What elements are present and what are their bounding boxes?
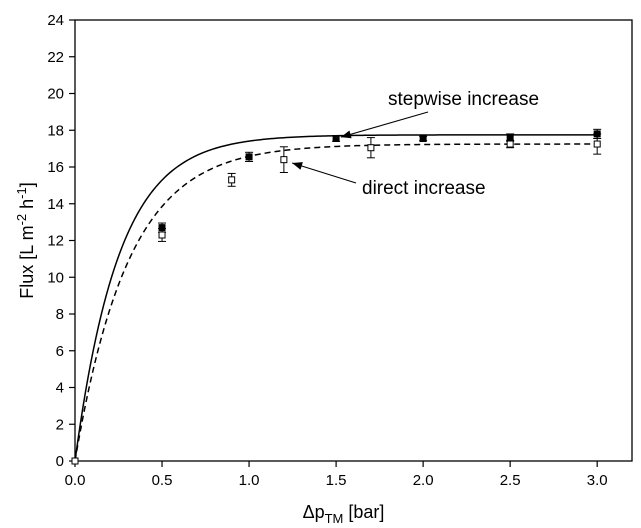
fit-curves xyxy=(74,134,598,462)
stepwise-data-point xyxy=(419,135,427,143)
y-tick-label: 8 xyxy=(56,306,64,323)
x-axis-title-unit: [bar] xyxy=(343,502,384,522)
x-axis-title-main: Δp xyxy=(303,502,325,522)
y-axis-title-pre: Flux [L m xyxy=(17,225,37,298)
y-tick-label: 6 xyxy=(56,343,64,360)
direct-data-point xyxy=(280,156,288,164)
y-tick-label: 10 xyxy=(47,269,64,286)
annotation-arrow-line xyxy=(340,111,429,138)
direct-fit-line xyxy=(74,143,598,462)
y-tick-label: 0 xyxy=(56,453,64,470)
direct-annotation-label: direct increase xyxy=(362,178,486,199)
direct-data-point xyxy=(367,144,375,152)
x-axis-title-sub: TM xyxy=(325,511,344,526)
y-axis-title-sup2: -1 xyxy=(14,187,29,199)
x-tick-label: 0.5 xyxy=(152,472,173,489)
stepwise-fit-line xyxy=(74,134,598,462)
y-tick-label: 2 xyxy=(56,416,64,433)
x-tick-label: 1.5 xyxy=(326,472,347,489)
direct-data-point xyxy=(158,231,166,239)
y-axis-title: Flux [L m-2 h-1] xyxy=(14,182,37,299)
y-axis-title-sup1: -2 xyxy=(14,214,29,226)
x-tick-label: 3.0 xyxy=(587,472,608,489)
y-tick-label: 4 xyxy=(56,380,64,397)
x-axis-title: ΔpTM [bar] xyxy=(303,502,385,526)
y-axis-title-mid: h xyxy=(17,199,37,214)
direct-data-point xyxy=(506,140,514,148)
annotations: stepwise increase direct increase xyxy=(291,89,539,199)
y-tick-label: 14 xyxy=(47,196,64,213)
y-axis-title-post: ] xyxy=(17,182,37,187)
y-tick-label: 18 xyxy=(47,122,64,139)
chart-axes xyxy=(74,19,633,462)
plot-frame xyxy=(74,19,633,462)
direct-data-point xyxy=(71,457,79,465)
x-tick-label: 1.0 xyxy=(239,472,260,489)
x-axis-ticks: 0.0 0.5 1.0 1.5 2.0 2.5 3.0 xyxy=(65,461,608,489)
x-tick-label: 0.0 xyxy=(65,472,86,489)
annotation-arrow-line xyxy=(291,162,357,184)
y-tick-label: 24 xyxy=(47,12,64,29)
x-tick-label: 2.5 xyxy=(500,472,521,489)
y-tick-label: 16 xyxy=(47,159,64,176)
direct-data-point xyxy=(228,176,236,184)
annotation-arrow-head xyxy=(340,130,352,139)
direct-data-point xyxy=(593,140,601,148)
y-tick-label: 20 xyxy=(47,86,64,103)
x-tick-label: 2.0 xyxy=(413,472,434,489)
stepwise-data-point xyxy=(506,134,514,142)
data-points xyxy=(71,128,602,465)
stepwise-annotation-label: stepwise increase xyxy=(388,89,539,110)
y-tick-label: 22 xyxy=(47,49,64,66)
y-tick-label: 12 xyxy=(47,233,64,250)
annotation-arrow-head xyxy=(292,162,303,170)
stepwise-data-point xyxy=(332,135,340,143)
stepwise-data-point xyxy=(245,153,253,161)
